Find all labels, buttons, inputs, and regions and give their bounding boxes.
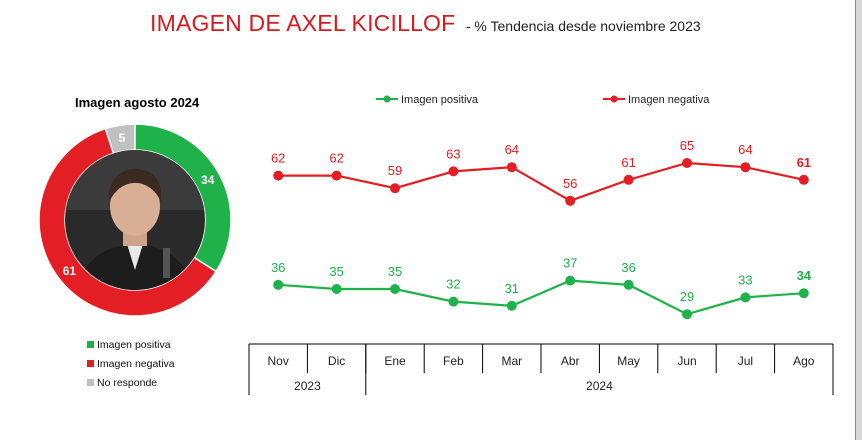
legend-label-no-responde: No responde: [97, 376, 158, 389]
header: IMAGEN DE AXEL KICILLOF - % Tendencia de…: [150, 10, 701, 37]
data-label: 61: [797, 155, 811, 170]
data-label: 37: [563, 256, 577, 271]
data-point: [506, 162, 517, 173]
page-subtitle: - % Tendencia desde noviembre 2023: [465, 18, 701, 34]
data-label: 35: [388, 264, 402, 279]
year-label: 2024: [586, 379, 613, 393]
data-point: [565, 275, 576, 286]
data-point: [390, 183, 400, 194]
data-label: 65: [680, 138, 694, 153]
data-label: 63: [446, 146, 460, 161]
donut-value-label: 61: [63, 264, 77, 278]
year-label: 2023: [294, 379, 321, 393]
data-point: [740, 292, 751, 303]
legend-swatch-negativa: [87, 360, 94, 367]
data-label: 62: [271, 151, 285, 166]
series-imagen-negativa: 62 62 59 63 64 56 61 65 64 61: [271, 138, 811, 206]
data-label: 36: [621, 260, 635, 275]
donut-title: Imagen agosto 2024: [75, 95, 200, 110]
data-point: [623, 279, 634, 290]
data-point: [331, 284, 342, 294]
data-point: [798, 288, 809, 299]
data-point: [331, 170, 342, 181]
data-label: 64: [505, 142, 519, 157]
legend-item-positiva: Imagen positiva: [87, 335, 175, 354]
data-point: [623, 174, 634, 185]
data-label: 29: [680, 289, 694, 304]
data-label: 34: [797, 268, 812, 283]
data-label: 35: [329, 264, 343, 279]
data-point: [273, 170, 284, 181]
data-point: [273, 279, 284, 290]
data-point: [565, 195, 576, 206]
legend-marker-0: [383, 95, 391, 103]
legend-item-no-responde: No responde: [87, 373, 175, 392]
category-label: May: [617, 354, 640, 368]
donut-legend: Imagen positiva Imagen negativa No respo…: [87, 335, 175, 392]
data-label: 64: [738, 142, 752, 157]
data-point: [740, 162, 751, 173]
series-line: [278, 279, 804, 316]
category-label: Ene: [384, 354, 406, 368]
category-label: Jun: [677, 354, 696, 368]
data-label: 31: [505, 281, 519, 296]
series-line: [278, 161, 805, 203]
window-edge-line: [855, 0, 856, 440]
window-edge: [856, 0, 862, 440]
donut-value-label: 34: [201, 173, 215, 187]
donut-chart: 5 34 61: [38, 123, 232, 317]
legend-label-1: Imagen negativa: [628, 94, 710, 106]
legend-item-negativa: Imagen negativa: [87, 354, 175, 373]
data-label: 62: [329, 151, 343, 166]
donut-value-label: 5: [119, 131, 126, 145]
series-imagen-positiva: 36 35 35 32 31 37 36 29 33 34: [271, 256, 812, 320]
legend-label-negativa: Imagen negativa: [97, 357, 175, 370]
category-label: Abr: [561, 354, 580, 368]
category-label: Jul: [738, 354, 753, 368]
legend-swatch-no-responde: [87, 379, 94, 386]
category-label: Dic: [328, 354, 345, 368]
data-label: 56: [563, 176, 577, 191]
legend-marker-1: [610, 95, 618, 103]
legend-label-0: Imagen positiva: [401, 94, 479, 106]
legend-swatch-positiva: [87, 341, 94, 348]
category-label: Mar: [501, 354, 522, 368]
data-point: [448, 166, 459, 177]
data-label: 61: [621, 155, 635, 170]
data-label: 33: [738, 272, 752, 287]
category-axis-table: Nov Dic Ene Feb Mar Abr May Jun Jul Ago 2023 2024: [248, 343, 834, 395]
page-title: IMAGEN DE AXEL KICILLOF: [150, 10, 456, 36]
legend-label-positiva: Imagen positiva: [97, 338, 171, 351]
data-point: [390, 284, 400, 294]
category-label: Nov: [268, 354, 289, 368]
category-label: Feb: [443, 354, 464, 368]
data-point: [682, 309, 692, 320]
data-point: [798, 174, 809, 185]
data-label: 36: [271, 260, 285, 275]
data-label: 59: [388, 163, 402, 178]
data-point: [682, 158, 692, 168]
data-label: 32: [446, 277, 460, 292]
data-point: [448, 296, 459, 307]
data-point: [506, 300, 517, 311]
line-legend: Imagen positiva Imagen negativa: [376, 94, 710, 106]
category-label: Ago: [793, 354, 815, 368]
